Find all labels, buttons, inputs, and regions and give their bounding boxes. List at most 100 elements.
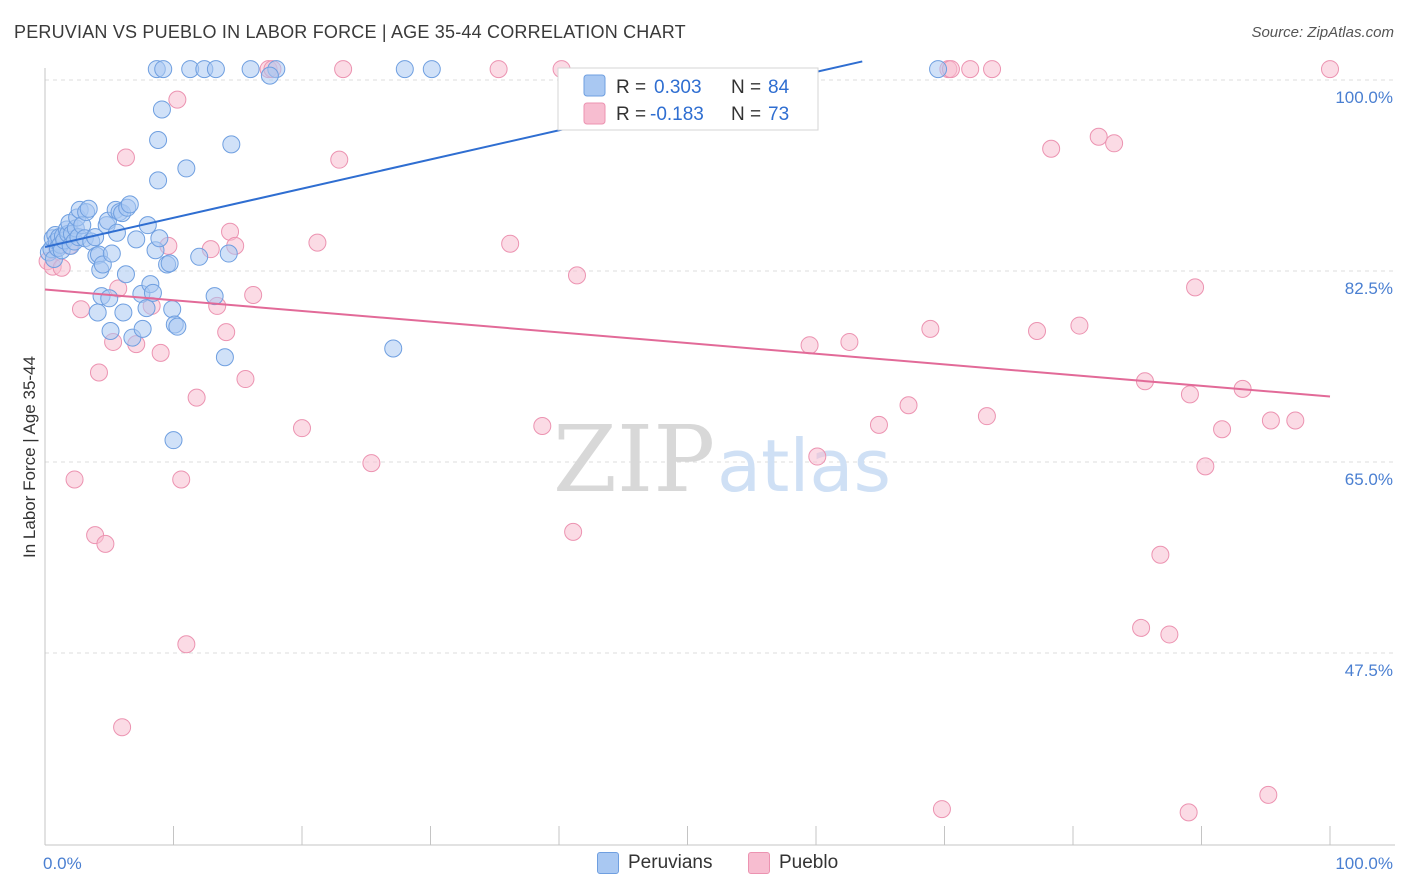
peruvians-points <box>39 60 948 450</box>
peruvians-point <box>101 322 120 341</box>
bottom-legend: Peruvians Pueblo <box>0 852 1406 878</box>
pueblo-point <box>1151 545 1170 564</box>
peruvians-point <box>241 60 260 79</box>
legend-box: R = 0.303 N = 84 R = -0.183 N = 73 <box>557 67 819 131</box>
peruvians-point <box>215 348 234 367</box>
peruvians-point <box>206 60 225 79</box>
peruvians-swatch <box>597 852 619 874</box>
peruvians-point <box>114 303 133 322</box>
pueblo-point <box>899 396 918 415</box>
pueblo-point <box>217 323 236 342</box>
peruvians-point <box>127 230 146 249</box>
peruvians-point <box>164 431 183 450</box>
pueblo-point <box>244 286 263 305</box>
chart-title: PERUVIAN VS PUEBLO IN LABOR FORCE | AGE … <box>14 22 686 42</box>
pueblo-point <box>168 90 187 109</box>
pueblo-point <box>977 407 996 426</box>
pueblo-point <box>1261 411 1280 430</box>
pueblo-point <box>334 60 353 79</box>
pueblo-point <box>1186 278 1205 297</box>
peruvians-point <box>120 195 139 214</box>
peruvians-point <box>395 60 414 79</box>
peruvians-point <box>133 319 152 338</box>
peruvians-point <box>88 303 107 322</box>
pueblo-point <box>1089 127 1108 146</box>
tick-labels: 47.5% 65.0% 82.5% 100.0% 0.0% 100.0% <box>43 88 1393 873</box>
pueblo-point <box>1196 457 1215 476</box>
peruvians-point <box>79 199 98 218</box>
pueblo-point <box>567 266 586 285</box>
legend-n-label-2: N = <box>731 104 761 125</box>
watermark-atlas: atlas <box>717 424 891 508</box>
peruvians-point <box>100 289 119 308</box>
pueblo-point <box>1180 385 1199 404</box>
peruvians-point <box>177 159 196 178</box>
peruvians-point <box>154 60 173 79</box>
peruvians-point <box>116 265 135 284</box>
peruvians-point <box>219 244 238 263</box>
pueblo-point <box>1213 420 1232 439</box>
pueblo-point <box>187 388 206 407</box>
y-tick-label: 65.0% <box>1345 470 1393 489</box>
pueblo-point <box>1028 322 1047 341</box>
watermark-zip: ZIP <box>553 406 715 513</box>
pueblo-point <box>1132 618 1151 637</box>
pueblo-point <box>65 470 84 489</box>
peruvians-point <box>160 254 179 273</box>
peruvians-point <box>190 247 209 266</box>
peruvians-point <box>163 300 182 319</box>
legend-n-value-1: 84 <box>768 77 790 98</box>
legend-r-value-2: -0.183 <box>650 104 704 125</box>
pueblo-point <box>961 60 980 79</box>
pueblo-point <box>533 416 552 435</box>
peruvians-point <box>152 100 171 119</box>
grid-layer <box>45 79 1395 654</box>
legend-r-label-2: R = <box>616 104 646 125</box>
pueblo-point <box>808 447 827 466</box>
pueblo-trend-line <box>44 288 1331 398</box>
legend-item-peruvians: Peruvians <box>597 852 713 874</box>
legend-r-value-1: 0.303 <box>654 77 702 98</box>
pueblo-point <box>800 336 819 355</box>
pueblo-point <box>1042 139 1061 158</box>
peruvians-point <box>150 229 169 248</box>
pueblo-point <box>116 148 135 167</box>
legend-r-label-1: R = <box>616 77 646 98</box>
peruvians-point <box>143 283 162 302</box>
legend-label-pueblo: Pueblo <box>779 852 839 873</box>
pueblo-point <box>1070 316 1089 335</box>
x-tick-label: 100.0% <box>1335 854 1393 873</box>
pueblo-point <box>983 60 1002 79</box>
pueblo-swatch <box>748 852 770 874</box>
peruvians-point <box>102 244 121 263</box>
pueblo-point <box>71 300 90 319</box>
peruvians-point <box>205 287 224 306</box>
x-tick-label: 0.0% <box>43 854 82 873</box>
peruvians-point <box>384 339 403 358</box>
pueblo-point <box>1286 411 1305 430</box>
pueblo-point <box>362 454 381 473</box>
pueblo-point <box>1160 625 1179 644</box>
axes-layer <box>44 68 1395 846</box>
pueblo-point <box>1259 785 1278 804</box>
legend-item-pueblo: Pueblo <box>748 852 838 874</box>
y-axis-label: In Labor Force | Age 35-44 <box>20 356 39 558</box>
y-tick-label: 47.5% <box>1345 661 1393 680</box>
peruvians-point <box>422 60 441 79</box>
pueblo-point <box>869 415 888 434</box>
pueblo-point <box>1105 134 1124 153</box>
peruvians-point <box>929 60 948 79</box>
peruvians-point <box>149 131 168 150</box>
peruvians-point <box>260 66 279 85</box>
legend-swatch-peruvians <box>583 74 606 97</box>
legend-swatch-pueblo <box>583 102 606 125</box>
legend-label-peruvians: Peruvians <box>628 852 713 873</box>
pueblo-point <box>921 319 940 338</box>
pueblo-point <box>236 370 255 389</box>
pueblo-point <box>564 522 583 541</box>
pueblo-point <box>330 150 349 169</box>
pueblo-point <box>1179 803 1198 822</box>
source-credit: Source: ZipAtlas.com <box>1251 24 1394 41</box>
pueblo-point <box>308 233 327 252</box>
